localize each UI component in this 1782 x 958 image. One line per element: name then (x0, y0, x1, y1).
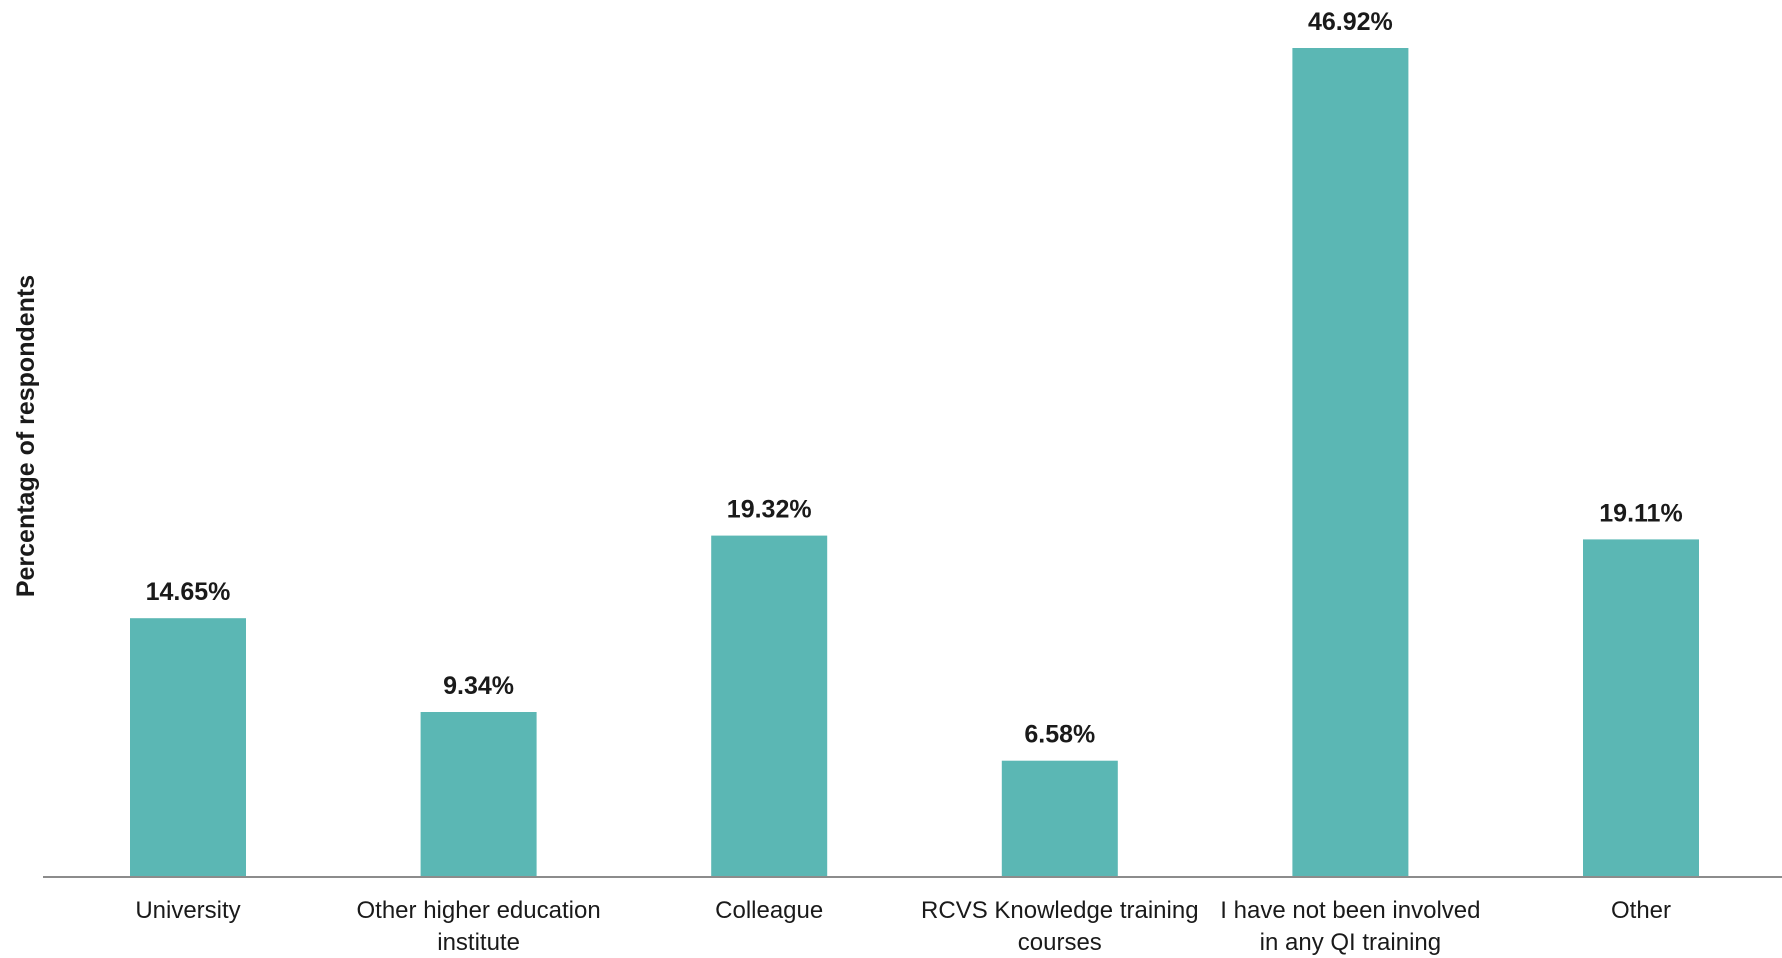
data-label-4: 46.92% (1308, 8, 1393, 36)
data-label-3: 6.58% (1024, 721, 1095, 749)
bar-3 (1001, 760, 1118, 877)
data-label-2: 19.32% (727, 496, 812, 524)
bar-5 (1583, 539, 1699, 877)
data-labels-group: 14.65% 9.34% 19.32% 6.58% 46.92% 19.11% (146, 8, 1683, 749)
tick-label-line: Other higher education (357, 897, 601, 924)
data-label-1: 9.34% (443, 672, 514, 700)
bar-0 (130, 618, 246, 877)
data-label-0: 14.65% (146, 578, 231, 606)
tick-label-line: in any QI training (1260, 929, 1441, 956)
tick-label-5: Other (1611, 897, 1671, 924)
tick-label-1: Other higher education institute (357, 897, 601, 956)
tick-label-line: Other (1611, 897, 1671, 924)
tick-label-line: Colleague (715, 897, 823, 924)
bar-2 (711, 535, 828, 877)
bar-1 (420, 712, 537, 877)
tick-label-4: I have not been involved in any QI traini… (1220, 897, 1480, 956)
data-label-5: 19.11% (1599, 499, 1682, 527)
bars-group (130, 48, 1699, 877)
tick-label-line: courses (1018, 929, 1102, 956)
tick-label-line: institute (437, 929, 520, 956)
bar-4 (1292, 48, 1409, 877)
tick-label-2: Colleague (715, 897, 823, 924)
tick-labels-group: University Other higher education institut… (135, 897, 1671, 956)
tick-label-line: RCVS Knowledge training (921, 897, 1199, 924)
tick-label-line: I have not been involved (1220, 897, 1480, 924)
y-axis-label: Percentage of respondents (12, 275, 40, 597)
tick-label-3: RCVS Knowledge training courses (921, 897, 1199, 956)
tick-label-line: University (135, 897, 240, 924)
tick-label-0: University (135, 897, 240, 924)
